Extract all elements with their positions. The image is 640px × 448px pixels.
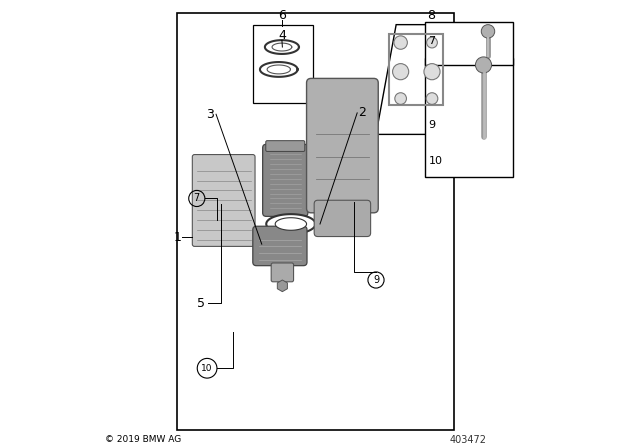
Bar xyxy=(425,58,513,177)
Polygon shape xyxy=(277,280,287,292)
FancyBboxPatch shape xyxy=(271,263,294,282)
FancyBboxPatch shape xyxy=(192,155,255,246)
FancyBboxPatch shape xyxy=(314,200,371,237)
Circle shape xyxy=(476,57,492,73)
Polygon shape xyxy=(266,214,316,234)
Circle shape xyxy=(394,36,408,49)
Bar xyxy=(253,25,314,103)
Text: © 2019 BMW AG: © 2019 BMW AG xyxy=(105,435,181,444)
Bar xyxy=(177,13,454,430)
Text: 8: 8 xyxy=(427,9,435,22)
Circle shape xyxy=(427,37,437,48)
Text: 5: 5 xyxy=(197,297,205,310)
Polygon shape xyxy=(376,25,466,134)
Circle shape xyxy=(426,93,438,104)
Text: 9: 9 xyxy=(428,121,436,130)
Text: 403472: 403472 xyxy=(449,435,486,445)
Text: 7: 7 xyxy=(194,194,200,203)
FancyBboxPatch shape xyxy=(266,141,305,151)
FancyBboxPatch shape xyxy=(262,144,308,216)
Text: 6: 6 xyxy=(278,9,286,22)
Text: 2: 2 xyxy=(358,106,367,120)
Text: 4: 4 xyxy=(278,29,286,42)
Text: 10: 10 xyxy=(202,364,213,373)
Text: 1: 1 xyxy=(174,231,182,244)
Circle shape xyxy=(392,64,409,80)
Circle shape xyxy=(481,25,495,38)
Text: 10: 10 xyxy=(428,156,442,166)
Text: 9: 9 xyxy=(373,275,379,285)
Bar xyxy=(425,22,513,65)
Polygon shape xyxy=(275,218,307,230)
FancyBboxPatch shape xyxy=(253,226,307,266)
Text: 7: 7 xyxy=(428,36,436,46)
Circle shape xyxy=(395,93,406,104)
Text: 3: 3 xyxy=(206,108,214,121)
FancyBboxPatch shape xyxy=(307,78,378,213)
Circle shape xyxy=(424,64,440,80)
